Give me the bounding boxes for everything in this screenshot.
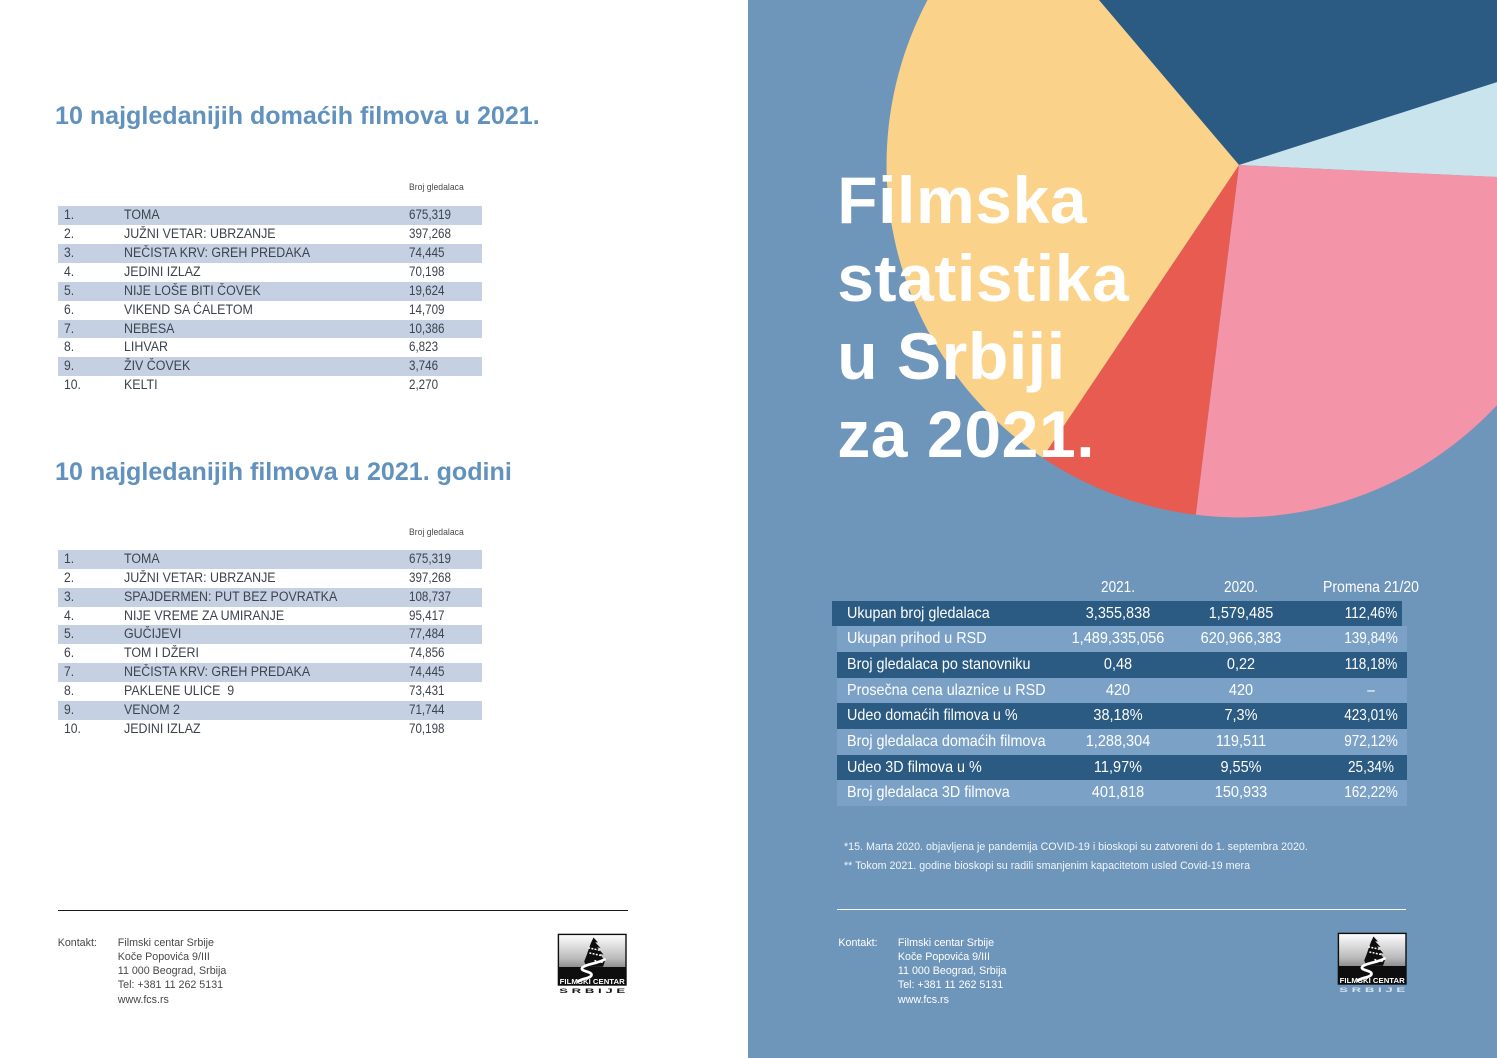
svg-text:FILMSKI CENTAR: FILMSKI CENTAR <box>1340 976 1406 985</box>
svg-text:S R B I J E: S R B I J E <box>1339 987 1406 994</box>
svg-text:FILMSKI CENTAR: FILMSKI CENTAR <box>560 977 626 986</box>
svg-text:S R B I J E: S R B I J E <box>559 988 626 995</box>
